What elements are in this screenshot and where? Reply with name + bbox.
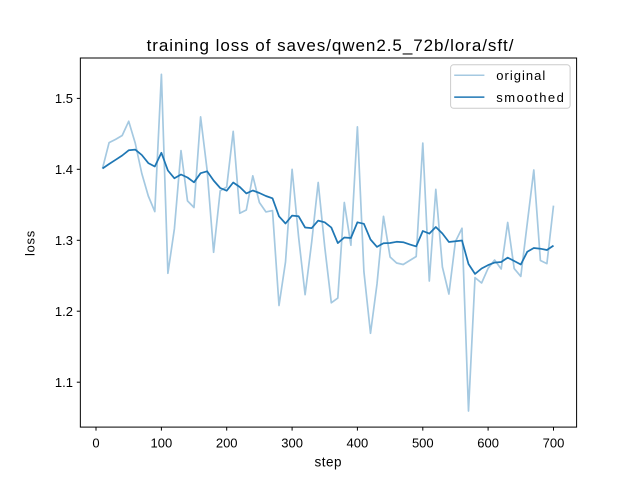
svg-text:100: 100 xyxy=(151,435,173,450)
svg-text:1.2: 1.2 xyxy=(55,304,73,319)
svg-text:200: 200 xyxy=(216,435,238,450)
svg-text:1.3: 1.3 xyxy=(55,233,73,248)
svg-text:600: 600 xyxy=(477,435,499,450)
svg-text:700: 700 xyxy=(543,435,565,450)
svg-text:400: 400 xyxy=(347,435,369,450)
svg-text:1.5: 1.5 xyxy=(55,91,73,106)
svg-text:original: original xyxy=(496,68,546,83)
svg-text:smoothed: smoothed xyxy=(496,90,565,105)
svg-text:500: 500 xyxy=(412,435,434,450)
svg-text:0: 0 xyxy=(92,435,99,450)
svg-text:300: 300 xyxy=(281,435,303,450)
svg-text:loss: loss xyxy=(23,230,38,256)
svg-text:1.4: 1.4 xyxy=(55,162,73,177)
svg-text:training loss of saves/qwen2.5: training loss of saves/qwen2.5_72b/lora/… xyxy=(147,36,515,55)
svg-text:1.1: 1.1 xyxy=(55,375,73,390)
svg-text:step: step xyxy=(315,454,343,469)
